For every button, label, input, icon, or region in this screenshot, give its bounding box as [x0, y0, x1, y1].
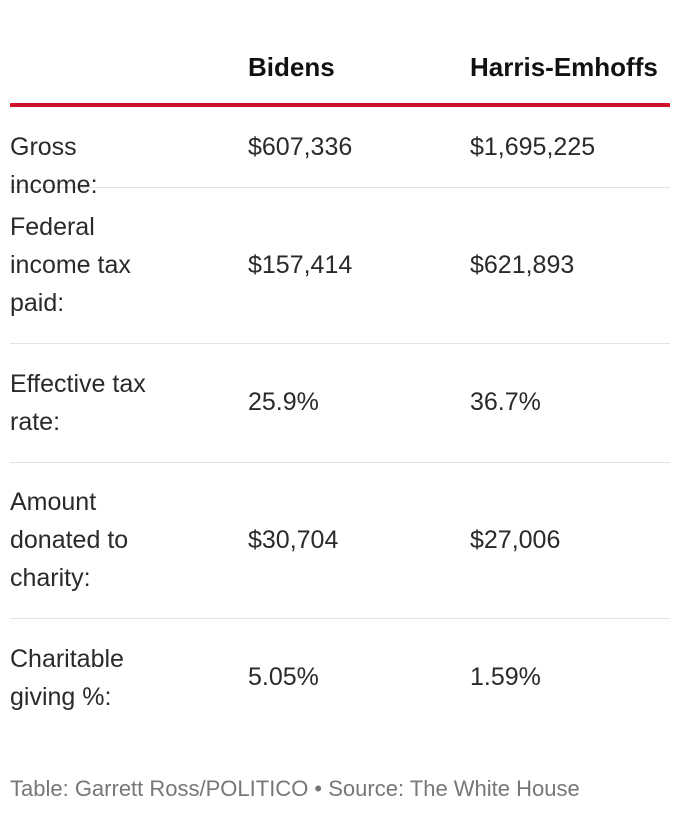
harris-emhoffs-value: $1,695,225: [470, 133, 596, 161]
column-header-harris-emhoffs: Harris-Emhoffs: [470, 52, 658, 82]
comparison-table: Bidens Harris-Emhoffs Gross income: $607…: [10, 0, 670, 737]
table-row-gross-income: Gross income: $607,336 $1,695,225: [10, 107, 670, 199]
row-label: Charitable giving %:: [10, 645, 124, 711]
bidens-value: $30,704: [248, 526, 339, 554]
bidens-value: $157,414: [248, 251, 353, 279]
row-label: Gross income:: [10, 133, 98, 199]
harris-emhoffs-value: 36.7%: [470, 388, 541, 416]
row-label: Federal income tax paid:: [10, 213, 131, 317]
table-row-federal-income-tax: Federal income tax paid: $157,414 $621,8…: [10, 188, 670, 344]
table-row-amount-donated: Amount donated to charity: $30,704 $27,0…: [10, 463, 670, 619]
harris-emhoffs-value: $27,006: [470, 526, 561, 554]
source-caption: Table: Garrett Ross/POLITICO • Source: T…: [10, 776, 580, 801]
row-label: Amount donated to charity:: [10, 488, 129, 592]
table-row-effective-tax-rate: Effective tax rate: 25.9% 36.7%: [10, 344, 670, 463]
bidens-value: 25.9%: [248, 388, 319, 416]
column-header-bidens: Bidens: [248, 52, 335, 82]
bidens-value: 5.05%: [248, 663, 319, 691]
bidens-value: $607,336: [248, 133, 353, 161]
table-header: Bidens Harris-Emhoffs: [10, 0, 670, 107]
harris-emhoffs-value: 1.59%: [470, 663, 541, 691]
harris-emhoffs-value: $621,893: [470, 251, 575, 279]
row-label: Effective tax rate:: [10, 370, 146, 436]
table-row-charitable-giving: Charitable giving %: 5.05% 1.59%: [10, 619, 670, 737]
